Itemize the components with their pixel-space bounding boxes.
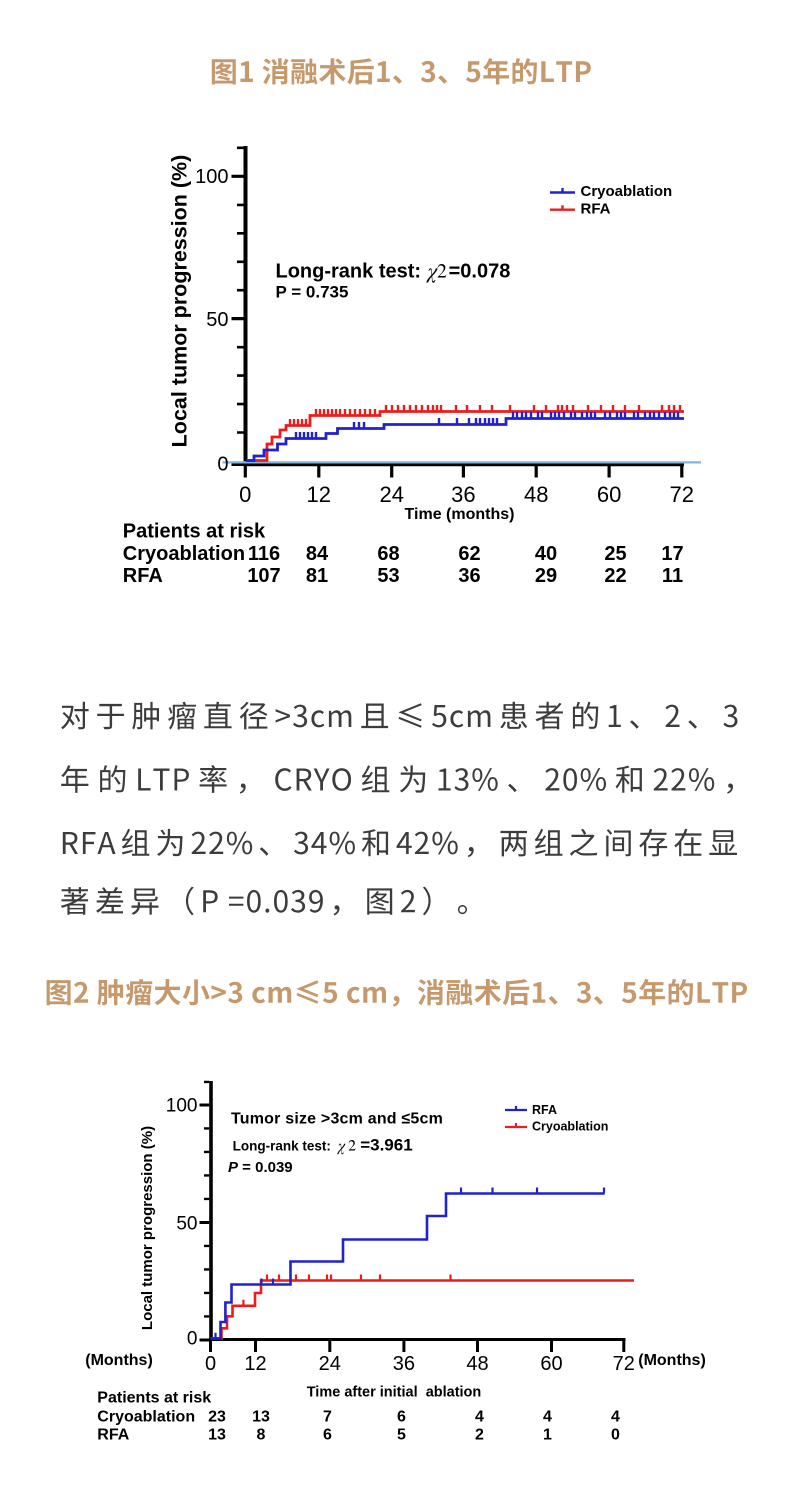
svg-text:60: 60 xyxy=(540,1353,562,1375)
svg-text:=3.961: =3.961 xyxy=(360,1136,412,1155)
svg-text:=0.078: =0.078 xyxy=(449,261,511,283)
svg-text:RFA: RFA xyxy=(581,201,611,218)
svg-text:8: 8 xyxy=(257,1427,266,1444)
svg-text:Cryoablation: Cryoablation xyxy=(532,1120,608,1134)
svg-text:4: 4 xyxy=(475,1409,484,1426)
svg-text:13: 13 xyxy=(208,1427,226,1444)
svg-text:68: 68 xyxy=(377,543,399,565)
svg-text:P = 0.039: P = 0.039 xyxy=(228,1159,293,1176)
svg-text:36: 36 xyxy=(393,1353,415,1375)
svg-text:48: 48 xyxy=(466,1353,488,1375)
svg-text:36: 36 xyxy=(458,565,480,587)
svg-text:4: 4 xyxy=(611,1409,620,1426)
svg-text:(Months): (Months) xyxy=(85,1352,153,1369)
svg-text:(Months): (Months) xyxy=(638,1352,706,1369)
svg-text:Cryoablation: Cryoablation xyxy=(581,183,673,200)
svg-text:4: 4 xyxy=(543,1409,552,1426)
svg-text:40: 40 xyxy=(535,543,557,565)
svg-text:12: 12 xyxy=(307,482,331,507)
svg-text:53: 53 xyxy=(377,565,399,587)
svg-text:RFA: RFA xyxy=(532,1103,557,1117)
svg-text:17: 17 xyxy=(661,543,683,565)
svg-text:Local tumor progression (%): Local tumor progression (%) xyxy=(139,1126,156,1330)
svg-text:Time (months): Time (months) xyxy=(405,506,515,523)
svg-text:60: 60 xyxy=(597,482,621,507)
svg-text:24: 24 xyxy=(379,482,403,507)
svg-text:Patients at risk: Patients at risk xyxy=(123,521,266,543)
svg-text:5: 5 xyxy=(397,1427,406,1444)
svg-text:Time after initial ablation: Time after initial ablation xyxy=(307,1385,482,1401)
svg-text:Cryoablation: Cryoablation xyxy=(97,1409,195,1426)
svg-text:RFA: RFA xyxy=(123,565,163,587)
svg-text:2: 2 xyxy=(475,1427,484,1444)
svg-text:6: 6 xyxy=(397,1409,406,1426)
svg-text:13: 13 xyxy=(252,1409,270,1426)
svg-text:50: 50 xyxy=(176,1213,197,1234)
svg-text:22: 22 xyxy=(604,565,626,587)
svg-text:Long-rank test:: Long-rank test: xyxy=(233,1139,331,1154)
svg-text:1: 1 xyxy=(543,1427,552,1444)
svg-text:81: 81 xyxy=(306,565,328,587)
svg-text:72: 72 xyxy=(613,1353,635,1375)
svg-text:23: 23 xyxy=(208,1409,226,1426)
svg-text:100: 100 xyxy=(195,166,228,188)
svg-text:29: 29 xyxy=(535,565,557,587)
svg-text:7: 7 xyxy=(323,1409,332,1426)
svg-text:12: 12 xyxy=(244,1353,266,1375)
svg-text:84: 84 xyxy=(306,543,329,565)
svg-text:Local tumor progression (%): Local tumor progression (%) xyxy=(167,155,191,448)
svg-text:25: 25 xyxy=(604,543,626,565)
svg-text:Patients at risk: Patients at risk xyxy=(97,1390,211,1407)
svg-text:0: 0 xyxy=(217,453,228,475)
svg-text:0: 0 xyxy=(187,1329,198,1350)
svg-text:24: 24 xyxy=(319,1353,341,1375)
svg-text:P = 0.735: P = 0.735 xyxy=(276,283,349,302)
svg-text:0: 0 xyxy=(611,1427,620,1444)
svg-text:0: 0 xyxy=(205,1353,216,1375)
svg-text:Cryoablation: Cryoablation xyxy=(123,543,245,565)
svg-text:72: 72 xyxy=(670,482,694,507)
svg-text:36: 36 xyxy=(451,482,475,507)
svg-text:116: 116 xyxy=(248,543,280,565)
svg-text:107: 107 xyxy=(247,565,280,587)
svg-text:Tumor size >3cm and ≤5cm: Tumor size >3cm and ≤5cm xyxy=(231,1111,443,1128)
svg-text:62: 62 xyxy=(458,543,480,565)
svg-text:100: 100 xyxy=(166,1095,198,1116)
svg-text:50: 50 xyxy=(206,309,228,331)
svg-text:Long-rank test:: Long-rank test: xyxy=(276,261,422,283)
svg-text:0: 0 xyxy=(239,482,251,507)
svg-text:11: 11 xyxy=(662,565,683,587)
svg-text:RFA: RFA xyxy=(97,1427,129,1444)
svg-text:48: 48 xyxy=(524,482,548,507)
svg-text:6: 6 xyxy=(323,1427,332,1444)
